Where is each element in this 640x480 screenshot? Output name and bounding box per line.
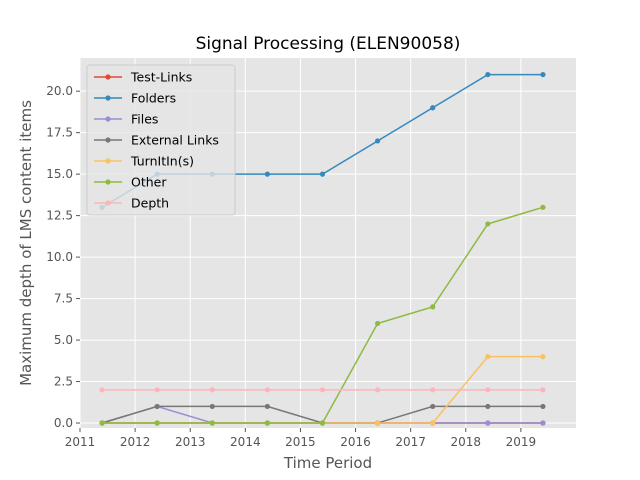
legend-label: Depth bbox=[131, 196, 169, 211]
data-point bbox=[540, 71, 546, 78]
x-tick-label: 2012 bbox=[120, 435, 151, 449]
data-point bbox=[430, 105, 436, 111]
x-tick-label: 2014 bbox=[230, 435, 261, 449]
legend-marker bbox=[105, 74, 111, 80]
legend-marker bbox=[105, 179, 111, 185]
data-point bbox=[319, 171, 326, 177]
y-tick-label: 15.0 bbox=[46, 167, 73, 181]
legend-marker bbox=[105, 158, 111, 164]
y-tick-label: 10.0 bbox=[46, 250, 73, 264]
data-point bbox=[375, 138, 381, 144]
data-point bbox=[264, 420, 270, 426]
legend: Test-Links Folders Files External Links Turn… bbox=[86, 64, 236, 216]
data-point bbox=[430, 304, 436, 310]
data-point bbox=[485, 71, 491, 78]
data-point bbox=[375, 420, 381, 426]
legend-label: TurnItIn(s) bbox=[130, 154, 194, 169]
data-point bbox=[264, 387, 270, 393]
legend-label: Files bbox=[131, 112, 158, 127]
x-tick-label: 2019 bbox=[506, 435, 537, 449]
data-point bbox=[485, 420, 491, 426]
y-tick-label: 17.5 bbox=[46, 126, 73, 140]
data-point bbox=[485, 387, 491, 393]
data-point bbox=[209, 403, 215, 410]
y-tick-label: 12.5 bbox=[46, 209, 73, 223]
data-point bbox=[540, 354, 546, 360]
data-point bbox=[430, 387, 436, 393]
x-tick-label: 2013 bbox=[175, 435, 206, 449]
y-axis-label: Maximum depth of LMS content items bbox=[17, 100, 35, 386]
legend-marker bbox=[105, 95, 111, 101]
y-tick-label: 2.5 bbox=[54, 375, 73, 389]
legend-label: External Links bbox=[131, 133, 219, 148]
legend-marker bbox=[105, 137, 111, 143]
legend-label: Folders bbox=[131, 91, 176, 106]
data-point bbox=[540, 387, 546, 393]
legend-box bbox=[86, 64, 236, 216]
y-tick-label: 7.5 bbox=[54, 292, 73, 306]
data-point bbox=[154, 403, 160, 410]
legend-marker bbox=[105, 116, 111, 122]
y-tick-label: 0.0 bbox=[54, 416, 73, 430]
data-point bbox=[485, 221, 491, 227]
data-point bbox=[375, 320, 381, 327]
data-point bbox=[319, 420, 326, 426]
data-point bbox=[540, 420, 546, 426]
x-axis-label: Time Period bbox=[283, 454, 372, 472]
data-point bbox=[209, 420, 215, 426]
data-point bbox=[154, 420, 160, 426]
y-tick-label: 5.0 bbox=[54, 333, 73, 347]
data-point bbox=[264, 171, 270, 177]
data-point bbox=[154, 387, 160, 393]
chart-title: Signal Processing (ELEN90058) bbox=[196, 34, 461, 54]
data-point bbox=[319, 387, 326, 393]
data-point bbox=[99, 420, 105, 426]
data-point bbox=[375, 387, 381, 393]
data-point bbox=[264, 403, 270, 410]
data-point bbox=[430, 420, 436, 426]
y-tick-label: 20.0 bbox=[46, 84, 73, 98]
series-layer bbox=[99, 71, 546, 426]
data-point bbox=[485, 403, 491, 410]
data-point bbox=[99, 387, 105, 393]
x-tick-label: 2015 bbox=[285, 435, 316, 449]
data-point bbox=[540, 204, 546, 210]
grid-lines bbox=[79, 58, 576, 428]
legend-marker bbox=[105, 200, 111, 206]
data-point bbox=[430, 403, 436, 410]
data-point bbox=[540, 403, 546, 410]
data-point bbox=[485, 354, 491, 360]
x-tick-label: 2017 bbox=[395, 435, 426, 449]
legend-label: Other bbox=[131, 175, 167, 190]
x-tick-label: 2011 bbox=[65, 435, 96, 449]
x-tick-label: 2016 bbox=[340, 435, 371, 449]
data-point bbox=[209, 387, 215, 393]
legend-label: Test-Links bbox=[130, 70, 192, 85]
x-tick-label: 2018 bbox=[451, 435, 482, 449]
tick-labels: 2011 2012 2013 2014 2015 2016 2017 2018 2019 0.0 2… bbox=[46, 84, 536, 449]
